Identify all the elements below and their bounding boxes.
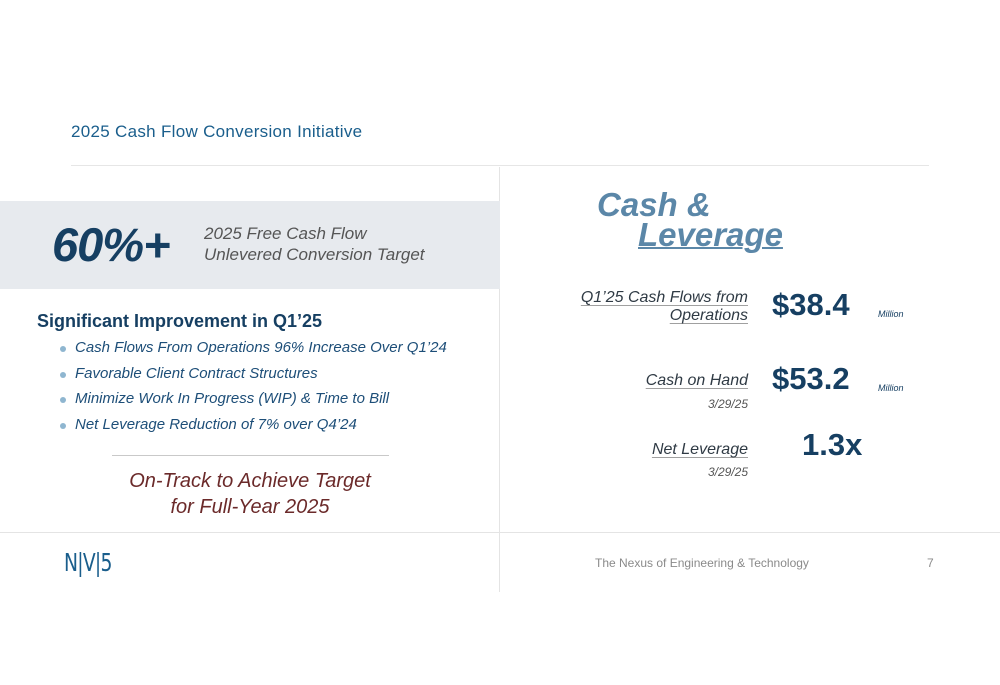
column-divider <box>499 167 500 592</box>
bullet-dot-icon <box>60 371 66 378</box>
target-description-line2: Unlevered Conversion Target <box>204 245 425 264</box>
improvement-bullet: Cash Flows From Operations 96% Increase … <box>60 339 447 365</box>
target-band <box>0 201 500 289</box>
target-description: 2025 Free Cash Flow Unlevered Conversion… <box>204 223 425 265</box>
metric-date-net-leverage: 3/29/25 <box>707 465 748 479</box>
bullet-text: Cash Flows From Operations 96% Increase … <box>75 339 447 356</box>
improvement-bullet: Net Leverage Reduction of 7% over Q4’24 <box>60 416 447 442</box>
callout-line2: for Full-Year 2025 <box>170 496 330 518</box>
metric-label-cash-on-hand: Cash on Hand <box>645 372 748 389</box>
cash-leverage-title: Cash & Leverage <box>597 186 783 253</box>
bullet-dot-icon <box>60 422 66 429</box>
metric-value-cash-on-hand: $53.2 <box>772 361 850 396</box>
metric-value-cash-flows: $38.4 <box>772 287 850 322</box>
target-description-line1: 2025 Free Cash Flow <box>204 224 367 243</box>
metric-label-net-leverage: Net Leverage <box>651 441 748 458</box>
metric-value-net-leverage: 1.3x <box>802 427 863 462</box>
footer-divider <box>0 532 1000 533</box>
company-logo: N|V|5 <box>64 548 112 577</box>
callout-divider <box>112 455 389 456</box>
cash-leverage-title-line2: Leverage <box>638 216 783 253</box>
improvement-bullet: Favorable Client Contract Structures <box>60 365 447 391</box>
page-number: 7 <box>927 556 934 570</box>
callout-text: On-Track to Achieve Target for Full-Year… <box>100 468 400 520</box>
metric-label-cash-flows: Q1’25 Cash Flows from Operations <box>581 289 748 325</box>
metric-label-line2: Operations <box>669 307 748 324</box>
bullet-dot-icon <box>60 397 66 403</box>
metric-unit-cash-on-hand: Million <box>878 383 904 393</box>
target-percentage: 60%+ <box>52 218 171 271</box>
bullet-dot-icon <box>60 346 66 352</box>
slide-title: 2025 Cash Flow Conversion Initiative <box>71 122 363 141</box>
bullet-text: Favorable Client Contract Structures <box>75 364 318 382</box>
title-divider <box>71 165 929 166</box>
metric-unit-cash-flows: Million <box>878 309 904 319</box>
footer-tagline: The Nexus of Engineering & Technology <box>595 556 809 570</box>
callout-line1: On-Track to Achieve Target <box>129 470 371 492</box>
metric-label-line1: Q1’25 Cash Flows from <box>580 289 748 306</box>
bullet-text: Minimize Work In Progress (WIP) & Time t… <box>75 390 390 407</box>
improvement-list: Cash Flows From Operations 96% Increase … <box>60 339 447 441</box>
bullet-text: Net Leverage Reduction of 7% over Q4’24 <box>75 415 357 433</box>
improvement-bullet: Minimize Work In Progress (WIP) & Time t… <box>60 390 447 416</box>
metric-date-cash-on-hand: 3/29/25 <box>707 397 748 411</box>
cash-leverage-title-line1: Cash & <box>597 186 711 223</box>
improvement-heading: Significant Improvement in Q1’25 <box>37 311 323 331</box>
